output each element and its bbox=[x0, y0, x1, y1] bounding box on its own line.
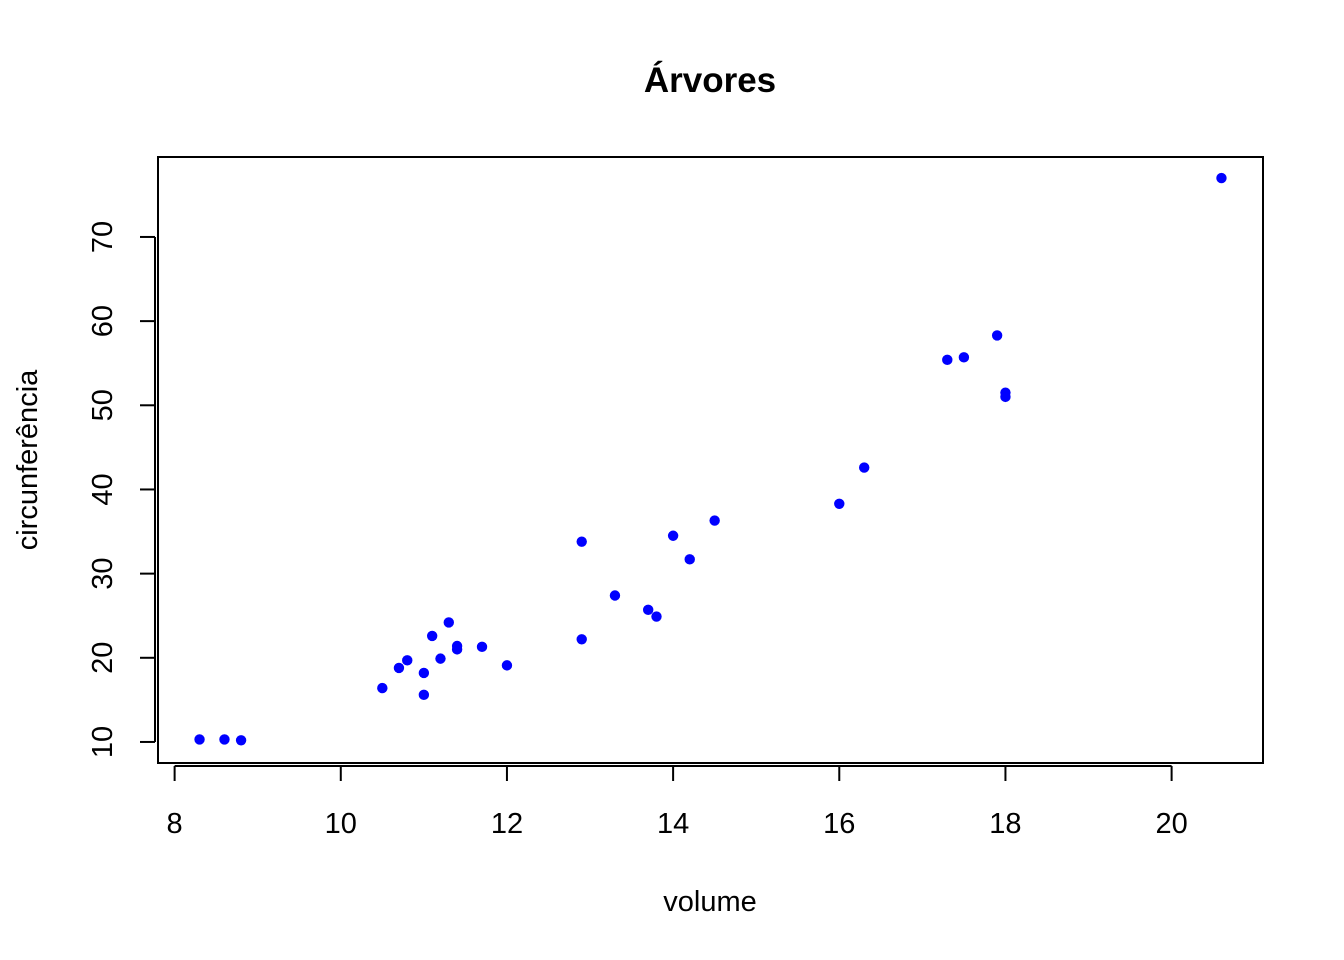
data-point bbox=[991, 330, 1003, 341]
data-point bbox=[709, 515, 720, 526]
data-point bbox=[834, 498, 845, 509]
y-tick-label: 20 bbox=[87, 642, 119, 674]
data-point bbox=[576, 634, 587, 645]
data-point bbox=[684, 554, 695, 565]
x-tick-label: 20 bbox=[1155, 808, 1187, 840]
y-tick-label: 70 bbox=[87, 221, 119, 253]
data-point bbox=[393, 662, 405, 674]
data-point bbox=[667, 530, 679, 541]
data-point bbox=[402, 655, 413, 666]
data-point bbox=[651, 611, 662, 622]
data-point bbox=[443, 617, 454, 628]
data-point bbox=[942, 354, 953, 366]
y-tick-label: 40 bbox=[87, 473, 119, 505]
data-point bbox=[1216, 172, 1227, 184]
data-point bbox=[235, 735, 247, 746]
x-axis: 8 10 12 14 16 18 20 bbox=[167, 765, 1188, 840]
data-point bbox=[1000, 391, 1011, 403]
data-point bbox=[219, 734, 230, 745]
data-point bbox=[609, 590, 621, 601]
x-tick-label: 10 bbox=[325, 808, 357, 840]
data-point bbox=[958, 352, 970, 363]
y-tick-label: 10 bbox=[87, 726, 119, 758]
data-point bbox=[476, 641, 488, 653]
y-tick-label: 30 bbox=[87, 557, 119, 589]
data-point bbox=[435, 653, 446, 664]
data-point bbox=[418, 667, 430, 679]
y-axis-label: circunferência bbox=[12, 369, 44, 550]
plot-frame bbox=[157, 156, 1264, 764]
x-tick-label: 8 bbox=[167, 808, 183, 840]
x-tick-label: 18 bbox=[989, 808, 1021, 840]
data-point bbox=[642, 604, 654, 616]
y-tick-label: 50 bbox=[87, 389, 119, 421]
data-point bbox=[194, 734, 205, 745]
data-point bbox=[418, 689, 430, 701]
x-axis-label: volume bbox=[663, 886, 757, 918]
data-points bbox=[194, 172, 1227, 746]
y-axis: 10 20 30 40 50 60 70 bbox=[87, 221, 156, 758]
x-tick-label: 14 bbox=[657, 808, 689, 840]
data-point bbox=[576, 536, 587, 547]
data-point bbox=[501, 660, 513, 671]
data-point bbox=[859, 462, 870, 473]
data-point bbox=[426, 630, 438, 642]
chart-title: Árvores bbox=[644, 60, 776, 100]
y-tick-label: 60 bbox=[87, 305, 119, 337]
data-point bbox=[451, 640, 463, 652]
x-tick-label: 16 bbox=[823, 808, 855, 840]
data-point bbox=[377, 682, 388, 694]
x-tick-label: 12 bbox=[491, 808, 523, 840]
